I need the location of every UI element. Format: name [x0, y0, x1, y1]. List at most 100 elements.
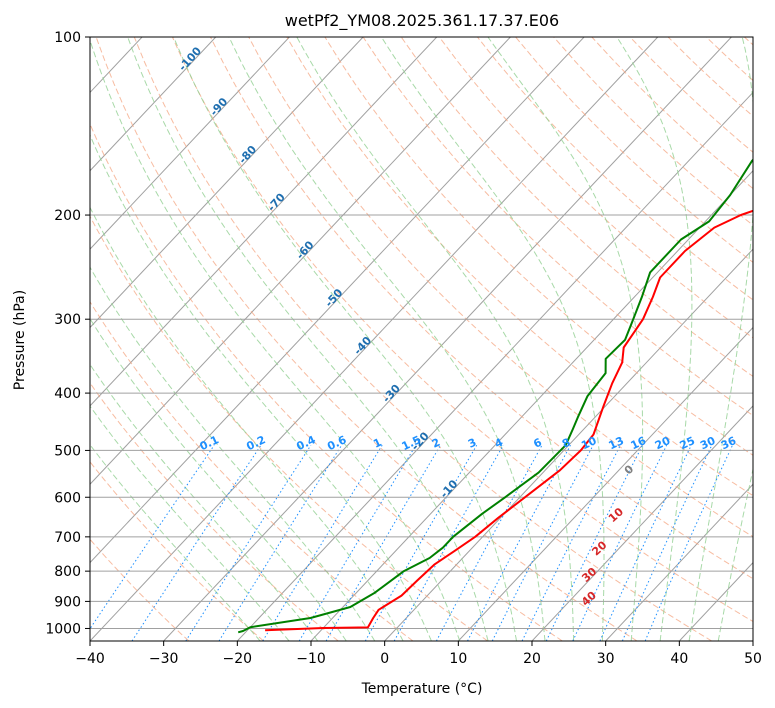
isotherm-line — [457, 326, 753, 641]
isotherm-line — [90, 37, 438, 407]
isotherm-line — [678, 561, 753, 641]
moist-adiabat-line — [90, 266, 376, 641]
moist-adiabat-label: 10 — [606, 505, 626, 525]
isotherm-line — [236, 91, 753, 641]
moist-adiabat-label: 0 — [622, 462, 637, 477]
isotherm-line — [531, 405, 753, 641]
dry-adiabat-line — [90, 382, 339, 641]
moist-adiabat-line — [90, 405, 290, 641]
dry-adiabat-line — [362, 37, 753, 417]
y-tick-label: 500 — [54, 443, 81, 459]
x-tick-label: 10 — [449, 651, 467, 667]
mixing-ratio-label: 4 — [493, 436, 506, 451]
dry-adiabat-label: -60 — [294, 238, 317, 262]
dry-adiabat-line — [438, 37, 753, 339]
y-tick-label: 200 — [54, 208, 81, 224]
mixing-ratio-line — [393, 444, 504, 641]
moist-adiabat-line — [90, 133, 432, 641]
mixing-ratio-label: 6 — [531, 436, 544, 451]
mixing-ratio-line — [572, 444, 668, 641]
dry-adiabat-line — [400, 37, 753, 377]
temperature-profile-line — [265, 209, 753, 632]
mixing-ratio-line — [131, 444, 262, 641]
dry-adiabat-line — [90, 538, 190, 641]
x-tick-label: 50 — [744, 651, 762, 667]
chart-title: wetPf2_YM08.2025.361.17.37.E06 — [285, 11, 559, 31]
x-tick-label: 30 — [597, 651, 615, 667]
moist-adiabat-line — [90, 206, 404, 641]
mixing-ratio-line — [364, 444, 478, 641]
dry-adiabat-line — [210, 37, 753, 580]
dry-adiabat-line — [171, 37, 753, 623]
mixing-ratio-line — [262, 444, 383, 641]
mixing-ratio-label: 25 — [678, 434, 697, 452]
moist-adiabat-line — [616, 37, 693, 641]
isotherm-line — [752, 640, 753, 641]
dry-adiabat-line — [705, 37, 753, 82]
moist-adiabat-label: 20 — [589, 538, 609, 558]
x-tick-label: −20 — [223, 651, 253, 667]
mixing-ratio-label: 13 — [607, 434, 626, 452]
y-tick-label: 1000 — [45, 621, 81, 637]
dewpoint-profile-line — [237, 158, 753, 634]
dry-adiabat-line — [90, 461, 264, 641]
mixing-ratio-line — [545, 444, 643, 641]
mixing-ratio-line — [621, 444, 713, 641]
dry-adiabat-line — [248, 37, 753, 538]
moist-adiabat-line — [228, 37, 546, 641]
moist-adiabat-line — [487, 37, 644, 641]
x-tick-label: −40 — [75, 651, 105, 667]
isotherm-line — [605, 483, 753, 641]
x-axis-label: Temperature (°C) — [361, 681, 483, 697]
moist-adiabat-line — [90, 443, 261, 641]
mixing-ratio-label: 2 — [430, 436, 442, 451]
x-tick-label: 0 — [380, 651, 389, 667]
y-tick-label: 700 — [54, 530, 81, 546]
isotherm-line — [90, 37, 511, 485]
mixing-ratio-line — [90, 444, 215, 630]
moist-adiabat-line — [296, 37, 575, 641]
mixing-ratio-label: 16 — [629, 434, 649, 452]
mixing-ratio-label: 10 — [579, 434, 599, 452]
dry-adiabat-label: -30 — [380, 382, 403, 406]
plot-area: -100-90-80-70-60-50-40-30-20-100.1 0.2 0.4… — [89, 36, 754, 642]
plot-clip-group: -100-90-80-70-60-50-40-30-20-100.1 0.2 0.4… — [90, 37, 753, 641]
dry-adiabat-label: -70 — [265, 190, 288, 214]
moist-adiabat-label: 40 — [579, 589, 599, 609]
dry-adiabat-label: -40 — [351, 334, 374, 358]
moist-adiabat-line — [717, 466, 753, 641]
mixing-ratio-line — [491, 444, 594, 641]
y-tick-label: 600 — [54, 490, 81, 506]
mixing-ratio-label: 20 — [653, 434, 673, 452]
mixing-ratio-label: 30 — [698, 434, 718, 452]
isotherm-line — [90, 37, 364, 329]
mixing-ratio-label: 36 — [719, 434, 739, 452]
dry-adiabat-line — [90, 215, 488, 641]
mixing-ratio-line — [521, 444, 621, 641]
x-tick-label: −30 — [149, 651, 179, 667]
isotherm-line — [90, 37, 659, 641]
moist-adiabat-line — [380, 37, 605, 641]
x-tick-label: 20 — [523, 651, 541, 667]
mixing-ratio-line — [435, 444, 543, 641]
mixing-ratio-line — [298, 444, 417, 641]
mixing-ratio-line — [218, 444, 343, 641]
dry-adiabat-line — [90, 300, 414, 641]
dry-adiabat-line — [95, 37, 638, 641]
moist-adiabat-line — [688, 37, 753, 641]
mixing-ratio-line — [185, 444, 312, 641]
y-tick-label: 300 — [54, 312, 81, 328]
plot-frame — [89, 36, 754, 642]
x-tick-label: −10 — [296, 651, 326, 667]
isotherm-line — [90, 37, 217, 172]
mixing-ratio-line — [599, 444, 692, 641]
y-tick-label: 900 — [54, 594, 81, 610]
x-tick-label: 40 — [670, 651, 688, 667]
isotherm-line — [90, 37, 290, 250]
y-axis-label: Pressure (hPa) — [12, 290, 28, 390]
y-tick-label: 100 — [54, 30, 81, 46]
axis-ticks: −40 −30 −20 −10 0 10 20 30 40 5010009008007006005… — [45, 30, 762, 667]
mixing-ratio-line — [644, 444, 733, 641]
dry-adiabat-line — [667, 37, 753, 117]
